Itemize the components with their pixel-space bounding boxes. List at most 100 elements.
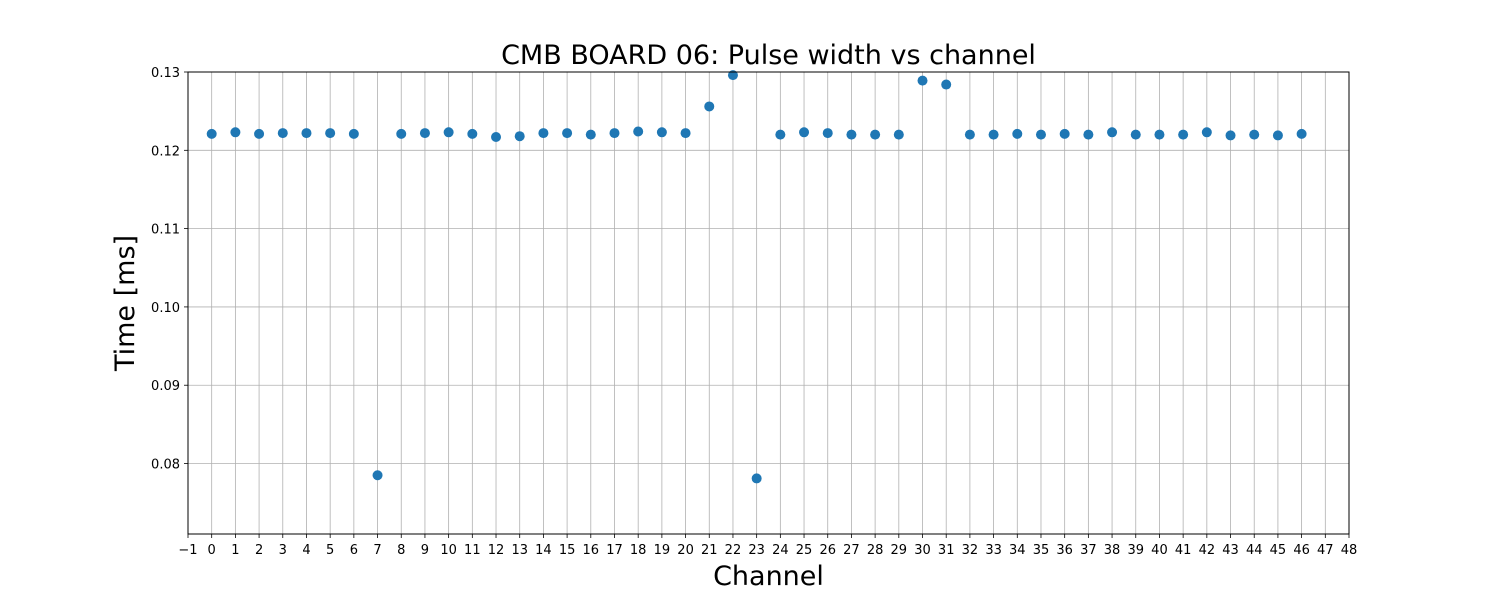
x-tick-label: 36 — [1056, 543, 1073, 558]
data-point — [230, 127, 241, 138]
x-tick-label: 37 — [1080, 543, 1097, 558]
x-tick-label: 47 — [1317, 543, 1334, 558]
data-points — [206, 70, 1307, 484]
data-point — [941, 79, 952, 90]
x-tick-label: 3 — [279, 543, 287, 558]
data-point — [372, 470, 383, 481]
x-tick-label: 9 — [421, 543, 429, 558]
x-tick-label: 7 — [373, 543, 381, 558]
data-point — [1130, 129, 1141, 140]
data-point — [491, 131, 502, 142]
x-tick-label: 45 — [1270, 543, 1287, 558]
x-tick-label: 35 — [1033, 543, 1050, 558]
x-tick-label: 24 — [772, 543, 789, 558]
data-point — [870, 129, 881, 140]
x-tick-label: 1 — [231, 543, 239, 558]
data-point — [538, 128, 549, 139]
data-point — [680, 128, 691, 139]
data-point — [585, 129, 596, 140]
x-tick-label: 44 — [1246, 543, 1263, 558]
x-tick-label: 26 — [819, 543, 836, 558]
x-tick-label: 39 — [1127, 543, 1144, 558]
x-tick-label: 46 — [1293, 543, 1310, 558]
data-point — [917, 75, 928, 86]
data-point — [325, 128, 336, 139]
data-point — [277, 128, 288, 139]
data-point — [1225, 130, 1236, 141]
x-tick-label: 32 — [962, 543, 979, 558]
x-tick-label: 34 — [1009, 543, 1026, 558]
data-point — [1083, 129, 1094, 140]
x-tick-label: 15 — [559, 543, 576, 558]
data-point — [514, 131, 525, 142]
x-tick-label: 0 — [208, 543, 216, 558]
x-tick-label: −1 — [178, 543, 197, 558]
x-tick-label: 25 — [796, 543, 813, 558]
x-tick-label: 8 — [397, 543, 405, 558]
x-tick-label: 19 — [654, 543, 671, 558]
data-point — [467, 128, 478, 139]
data-point — [1035, 129, 1046, 140]
data-point — [1201, 127, 1212, 138]
data-point — [1272, 130, 1283, 141]
x-tick-label: 40 — [1151, 543, 1168, 558]
x-tick-label: 33 — [985, 543, 1002, 558]
x-tick-label: 28 — [867, 543, 884, 558]
data-point — [893, 129, 904, 140]
data-point — [443, 127, 454, 138]
grid-lines — [187, 71, 1350, 534]
data-point — [846, 129, 857, 140]
y-tick-label: 0.13 — [151, 66, 180, 81]
data-point — [799, 127, 810, 138]
x-tick-label: 42 — [1199, 543, 1216, 558]
x-tick-label: 27 — [843, 543, 860, 558]
data-point — [206, 128, 217, 139]
data-point — [1012, 128, 1023, 139]
x-tick-label: 17 — [606, 543, 623, 558]
x-tick-label: 13 — [511, 543, 528, 558]
data-point — [1178, 129, 1189, 140]
x-axis: −1 0 1 2 3 4 5 6 7 8 9 10 11 12 13 14 15 16 17 18 19 20 21 22 23… — [178, 534, 1357, 558]
x-tick-label: 43 — [1222, 543, 1239, 558]
data-point — [1059, 128, 1070, 139]
data-point — [704, 101, 715, 112]
data-point — [988, 129, 999, 140]
x-tick-label: 18 — [630, 543, 647, 558]
data-point — [1296, 128, 1307, 139]
data-point — [562, 128, 573, 139]
data-point — [656, 127, 667, 138]
x-tick-label: 30 — [914, 543, 931, 558]
data-point — [822, 128, 833, 139]
x-tick-label: 22 — [725, 543, 742, 558]
data-point — [348, 128, 359, 139]
plot-frame — [187, 71, 1350, 535]
y-tick-label: 0.09 — [151, 379, 180, 394]
x-tick-label: 21 — [701, 543, 718, 558]
data-point — [301, 128, 312, 139]
data-point — [1154, 129, 1165, 140]
x-tick-label: 31 — [938, 543, 955, 558]
x-tick-label: 10 — [440, 543, 457, 558]
x-tick-label: 6 — [350, 543, 358, 558]
x-tick-label: 5 — [326, 543, 334, 558]
data-point — [964, 129, 975, 140]
data-point — [751, 473, 762, 484]
y-tick-label: 0.12 — [151, 144, 180, 159]
y-tick-label: 0.08 — [151, 458, 180, 473]
x-tick-label: 29 — [891, 543, 908, 558]
x-tick-label: 14 — [535, 543, 552, 558]
x-tick-label: 11 — [464, 543, 481, 558]
data-point — [1249, 129, 1260, 140]
data-point — [396, 128, 407, 139]
data-point — [633, 126, 644, 137]
x-axis-label: Channel — [713, 561, 824, 592]
x-tick-label: 20 — [677, 543, 694, 558]
y-tick-label: 0.11 — [151, 223, 180, 238]
x-tick-label: 12 — [488, 543, 505, 558]
x-tick-label: 23 — [748, 543, 765, 558]
data-point — [775, 129, 786, 140]
data-point — [1107, 127, 1118, 138]
chart-title: CMB BOARD 06: Pulse width vs channel — [501, 40, 1036, 71]
